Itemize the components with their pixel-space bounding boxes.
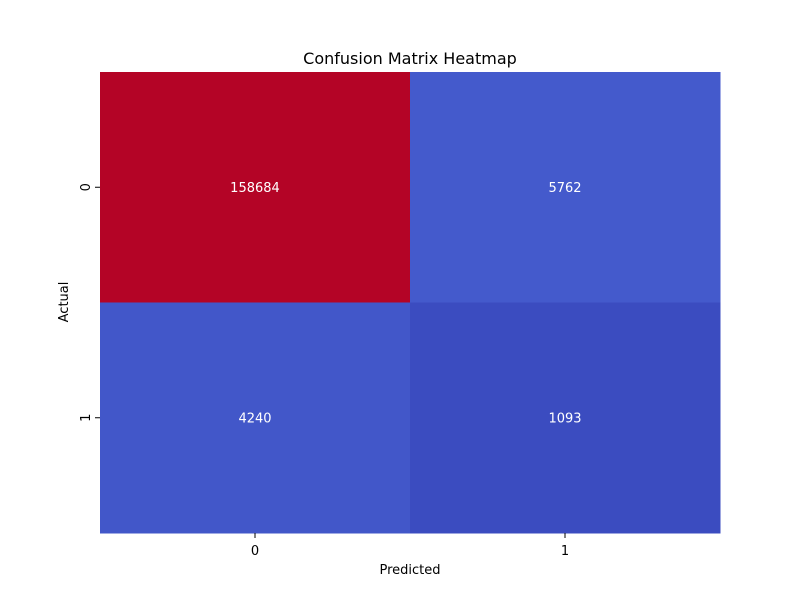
cell-value-label-1-0: 4240 [238, 411, 271, 426]
heatmap-cell-labels: 158684 5762 4240 1093 [230, 181, 581, 427]
y-tick-label-1: 1 [79, 414, 94, 422]
heatmap-cells [100, 72, 721, 534]
x-axis-label: Predicted [379, 563, 440, 578]
x-tick-label-1: 1 [561, 544, 569, 559]
x-tick-label-0: 0 [251, 544, 259, 559]
y-axis-ticks: 01 [79, 183, 100, 422]
heatmap-cell-0-0 [100, 72, 411, 303]
chart-title: Confusion Matrix Heatmap [303, 49, 517, 68]
heatmap-cell-1-0 [100, 302, 411, 534]
y-tick-label-0: 0 [79, 183, 94, 191]
cell-value-label-1-1: 1093 [548, 411, 581, 426]
cell-value-label-0-1: 5762 [548, 181, 581, 196]
heatmap-cell-1-1 [410, 302, 721, 534]
y-axis-label: Actual [57, 282, 72, 323]
heatmap-cell-0-1 [410, 72, 721, 303]
cell-value-label-0-0: 158684 [230, 181, 280, 196]
